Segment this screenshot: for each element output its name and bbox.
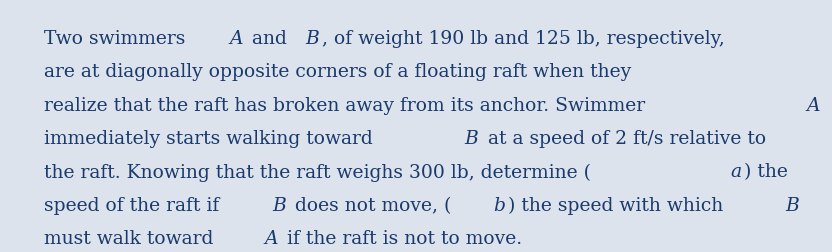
Text: B: B: [464, 130, 478, 148]
Text: B: B: [305, 30, 319, 48]
Text: ) the: ) the: [745, 163, 789, 181]
Text: if the raft is not to move.: if the raft is not to move.: [281, 230, 522, 248]
Text: A: A: [265, 230, 278, 248]
Text: ) the speed with which: ) the speed with which: [508, 197, 729, 215]
Text: b: b: [493, 197, 505, 215]
Text: realize that the raft has broken away from its anchor. Swimmer: realize that the raft has broken away fr…: [44, 97, 651, 115]
Text: immediately starts walking toward: immediately starts walking toward: [44, 130, 379, 148]
Text: B: B: [785, 197, 799, 215]
Text: B: B: [272, 197, 285, 215]
Text: the raft. Knowing that the raft weighs 300 lb, determine (: the raft. Knowing that the raft weighs 3…: [44, 163, 592, 182]
Text: A: A: [230, 30, 243, 48]
Text: a: a: [730, 163, 741, 181]
Text: are at diagonally opposite corners of a floating raft when they: are at diagonally opposite corners of a …: [44, 63, 631, 81]
Text: speed of the raft if: speed of the raft if: [44, 197, 225, 215]
Text: must walk toward: must walk toward: [44, 230, 220, 248]
Text: at a speed of 2 ft/s relative to: at a speed of 2 ft/s relative to: [482, 130, 765, 148]
Text: and: and: [246, 30, 293, 48]
Text: , of weight 190 lb and 125 lb, respectively,: , of weight 190 lb and 125 lb, respectiv…: [322, 30, 725, 48]
Text: does not move, (: does not move, (: [289, 197, 452, 215]
Text: A: A: [806, 97, 820, 115]
Text: Two swimmers: Two swimmers: [44, 30, 192, 48]
